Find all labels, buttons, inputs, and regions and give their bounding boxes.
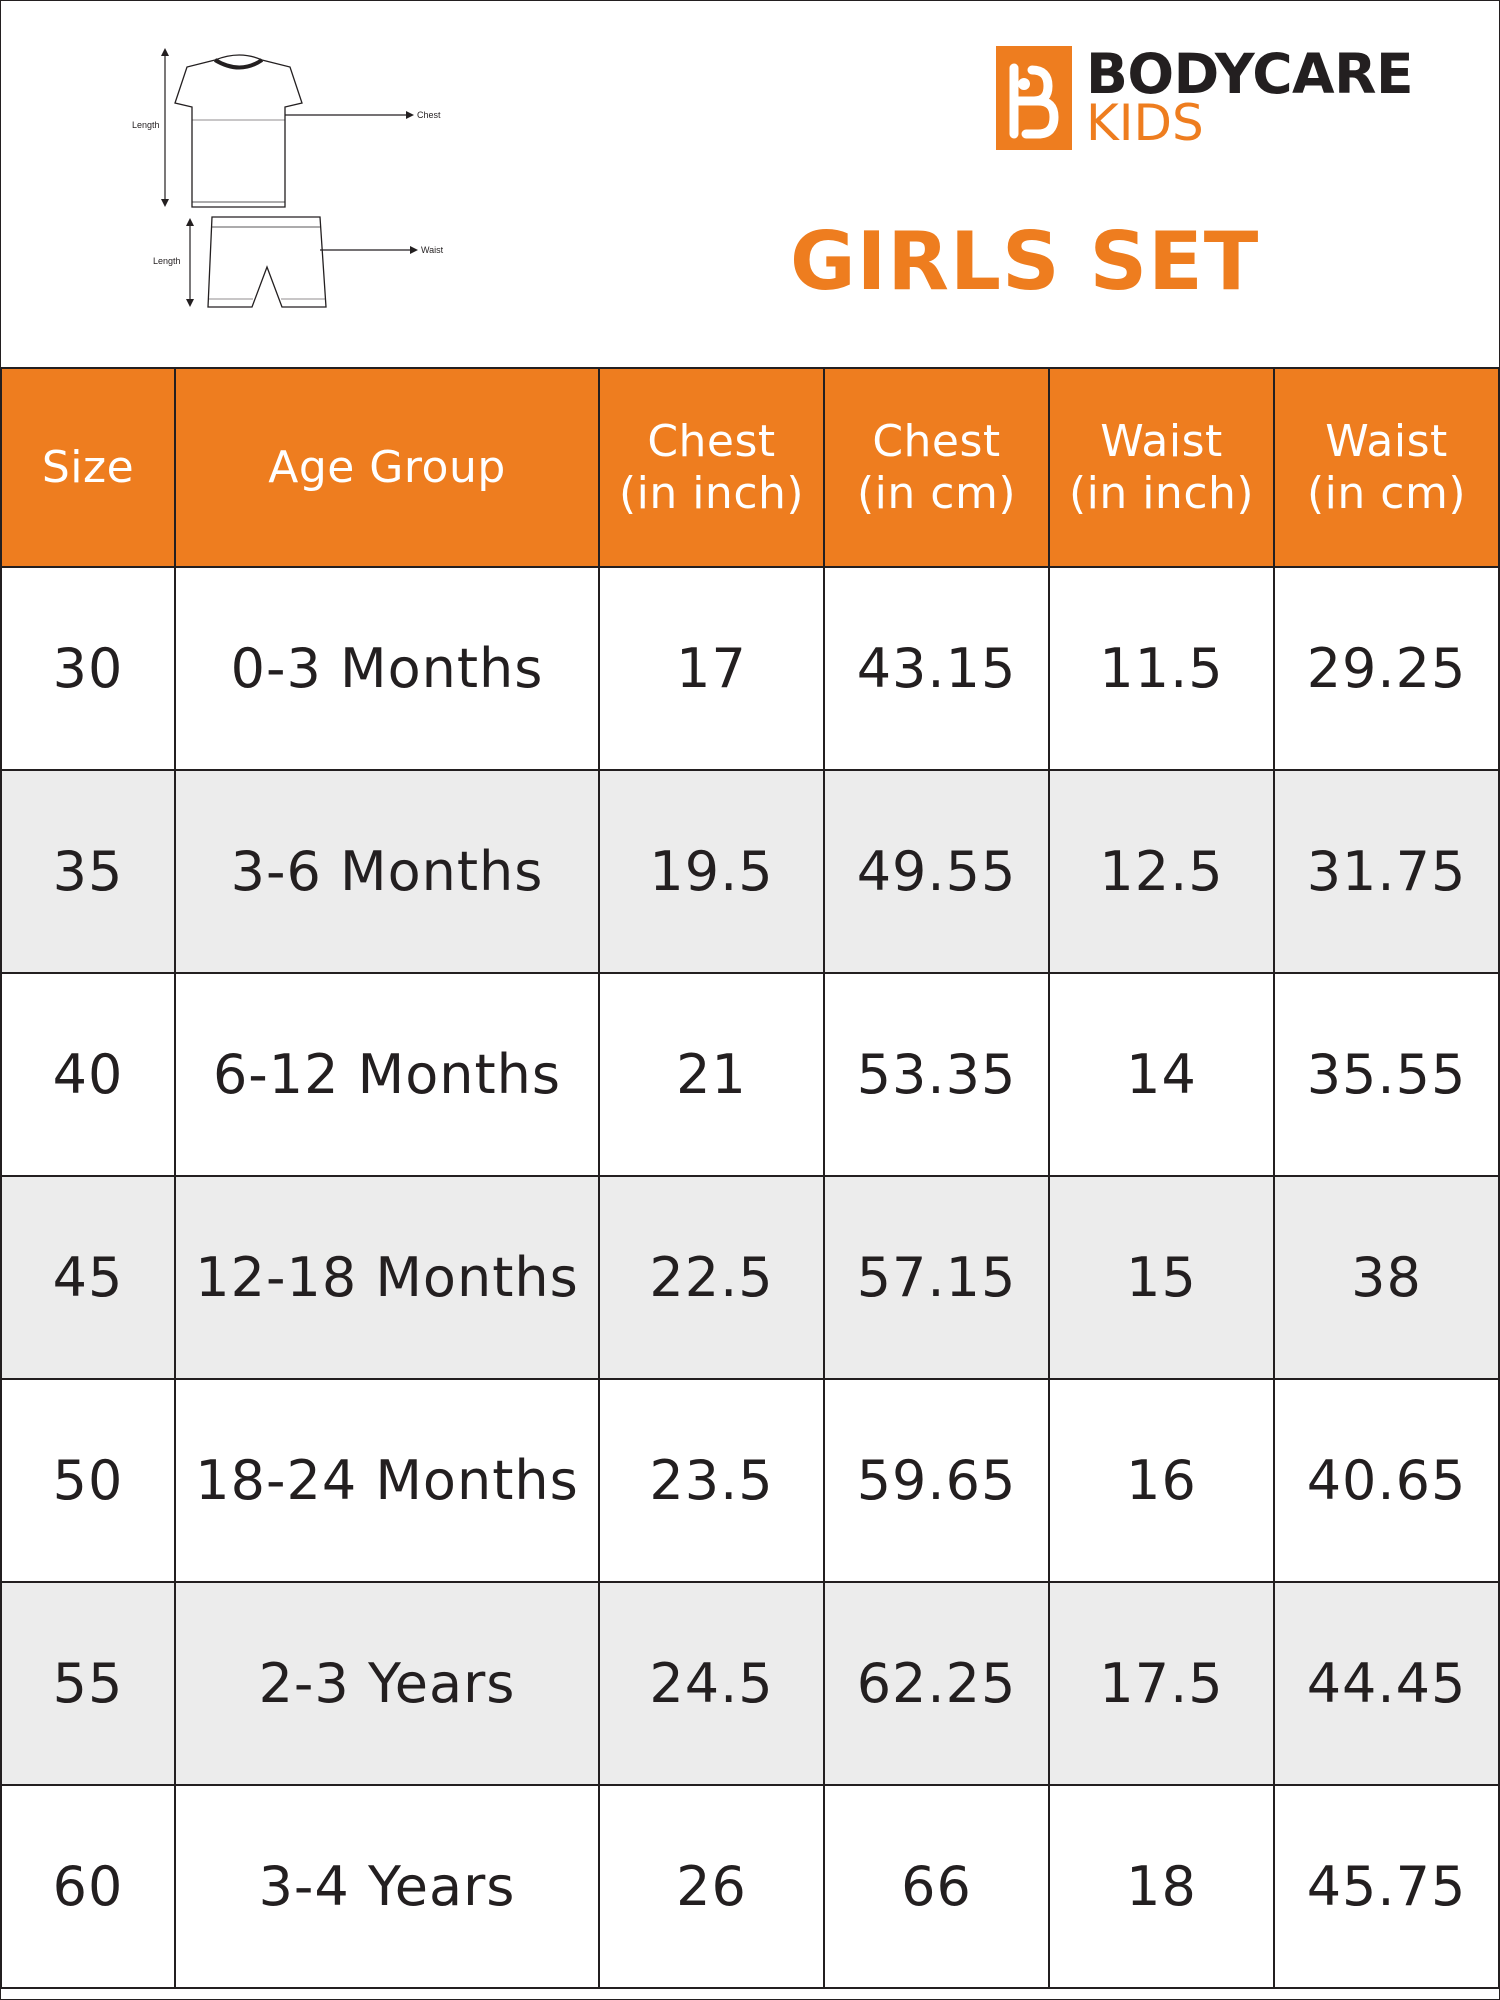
brand-logo: BODYCARE KIDS	[996, 42, 1456, 152]
cell-chest-inch: 21	[598, 972, 825, 1177]
cell-waist-inch: 12.5	[1048, 769, 1275, 974]
table-row: 40 6-12 Months 21 53.35 14 35.55	[0, 972, 1500, 1177]
cell-waist-cm: 45.75	[1273, 1784, 1500, 1989]
cell-size: 45	[0, 1175, 176, 1380]
header-size: Size	[0, 367, 176, 568]
header-waist-inch: Waist (in inch)	[1048, 367, 1275, 568]
cell-size: 30	[0, 566, 176, 771]
cell-size: 55	[0, 1581, 176, 1786]
cell-age-group: 2-3 Years	[174, 1581, 600, 1786]
header-chest-inch-line1: Chest	[647, 415, 776, 467]
cell-age-group: 3-4 Years	[174, 1784, 600, 1989]
size-chart-table: Size Age Group Chest (in inch) Chest (in c…	[0, 367, 1500, 1989]
diagram-label-chest: Chest	[417, 110, 441, 120]
cell-waist-inch: 16	[1048, 1378, 1275, 1583]
header-chest-cm-line2: (in cm)	[857, 467, 1016, 519]
table-row: 45 12-18 Months 22.5 57.15 15 38	[0, 1175, 1500, 1380]
header-waist-inch-line2: (in inch)	[1068, 467, 1255, 519]
header-waist-cm-line1: Waist	[1325, 415, 1448, 467]
table-row: 55 2-3 Years 24.5 62.25 17.5 44.45	[0, 1581, 1500, 1786]
header-age-group-label: Age Group	[268, 441, 506, 493]
cell-age-group: 18-24 Months	[174, 1378, 600, 1583]
cell-chest-cm: 59.65	[823, 1378, 1050, 1583]
header-waist-cm-line2: (in cm)	[1307, 467, 1466, 519]
garment-diagram: Length Chest Length Waist	[130, 45, 470, 315]
cell-waist-cm: 38	[1273, 1175, 1500, 1380]
diagram-label-waist: Waist	[421, 245, 444, 255]
cell-waist-cm: 31.75	[1273, 769, 1500, 974]
brand-name: BODYCARE	[1086, 42, 1414, 106]
cell-chest-inch: 17	[598, 566, 825, 771]
header-chest-cm-line1: Chest	[872, 415, 1001, 467]
header-chest-cm: Chest (in cm)	[823, 367, 1050, 568]
cell-age-group: 3-6 Months	[174, 769, 600, 974]
header-waist-cm: Waist (in cm)	[1273, 367, 1500, 568]
cell-waist-inch: 11.5	[1048, 566, 1275, 771]
header-waist-inch-line1: Waist	[1100, 415, 1223, 467]
header-area: Length Chest Length Waist BODY	[0, 0, 1500, 367]
page-title: GIRLS SET	[790, 215, 1260, 308]
cell-chest-cm: 53.35	[823, 972, 1050, 1177]
cell-size: 60	[0, 1784, 176, 1989]
cell-age-group: 6-12 Months	[174, 972, 600, 1177]
header-chest-inch-line2: (in inch)	[618, 467, 805, 519]
cell-chest-inch: 22.5	[598, 1175, 825, 1380]
brand-subname: KIDS	[1086, 94, 1204, 152]
tshirt-shorts-illustration: Length Chest Length Waist	[132, 48, 444, 308]
diagram-label-top-length: Length	[132, 120, 160, 130]
cell-chest-inch: 23.5	[598, 1378, 825, 1583]
cell-waist-inch: 18	[1048, 1784, 1275, 1989]
cell-size: 50	[0, 1378, 176, 1583]
cell-waist-inch: 14	[1048, 972, 1275, 1177]
cell-age-group: 0-3 Months	[174, 566, 600, 771]
brand-mark-icon	[996, 46, 1072, 150]
diagram-label-bottom-length: Length	[153, 256, 181, 266]
cell-waist-cm: 29.25	[1273, 566, 1500, 771]
table-row: 60 3-4 Years 26 66 18 45.75	[0, 1784, 1500, 1989]
cell-waist-cm: 35.55	[1273, 972, 1500, 1177]
cell-chest-cm: 62.25	[823, 1581, 1050, 1786]
header-chest-inch: Chest (in inch)	[598, 367, 825, 568]
table-row: 30 0-3 Months 17 43.15 11.5 29.25	[0, 566, 1500, 771]
cell-age-group: 12-18 Months	[174, 1175, 600, 1380]
table-header-row: Size Age Group Chest (in inch) Chest (in c…	[0, 367, 1500, 568]
table-row: 35 3-6 Months 19.5 49.55 12.5 31.75	[0, 769, 1500, 974]
cell-waist-inch: 15	[1048, 1175, 1275, 1380]
cell-chest-cm: 57.15	[823, 1175, 1050, 1380]
header-size-label: Size	[41, 441, 135, 493]
cell-size: 40	[0, 972, 176, 1177]
header-age-group: Age Group	[174, 367, 600, 568]
cell-chest-inch: 24.5	[598, 1581, 825, 1786]
cell-size: 35	[0, 769, 176, 974]
cell-chest-cm: 43.15	[823, 566, 1050, 771]
cell-waist-inch: 17.5	[1048, 1581, 1275, 1786]
cell-waist-cm: 40.65	[1273, 1378, 1500, 1583]
table-row: 50 18-24 Months 23.5 59.65 16 40.65	[0, 1378, 1500, 1583]
cell-chest-cm: 49.55	[823, 769, 1050, 974]
cell-waist-cm: 44.45	[1273, 1581, 1500, 1786]
cell-chest-cm: 66	[823, 1784, 1050, 1989]
cell-chest-inch: 26	[598, 1784, 825, 1989]
cell-chest-inch: 19.5	[598, 769, 825, 974]
